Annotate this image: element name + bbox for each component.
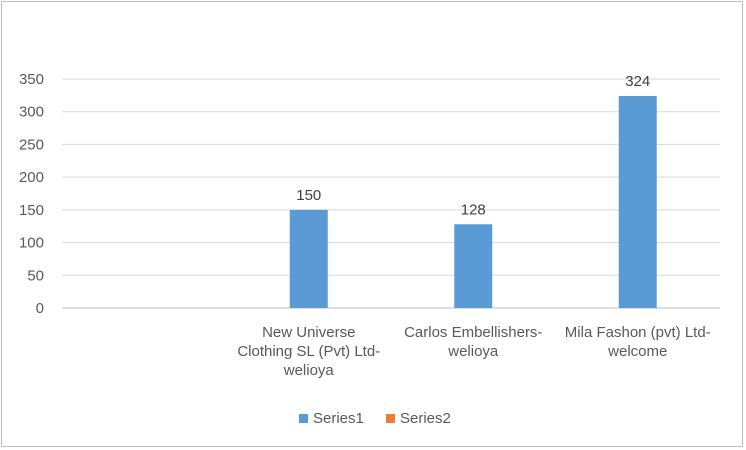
gridlines [62,78,720,309]
bar-series1 [618,96,657,308]
x-tick-label: Mila Fashon (pvt) Ltd-welcome [565,324,711,360]
bar-series1 [289,209,328,308]
y-tick-label: 250 [19,136,44,153]
y-tick-label: 150 [19,202,44,219]
legend-label: Series1 [313,410,364,427]
data-labels: 150 128 324 [296,73,650,218]
data-label: 128 [461,201,486,218]
legend-swatch [386,414,395,423]
bar-series1 [454,224,493,308]
y-tick-label: 100 [19,235,44,252]
x-tick-label: New Universe Clothing SL (Pvt) Ltd-welioy… [237,324,380,379]
y-tick-label: 200 [19,169,44,186]
y-tick-label: 350 [19,71,44,88]
x-tick-label: Carlos Embellishers-welioya [404,324,542,360]
data-label: 324 [625,73,650,90]
legend: Series1 Series2 [299,410,451,427]
y-axis-ticks: 0 50 100 150 200 250 300 350 [19,71,44,317]
legend-swatch [299,414,308,423]
y-tick-label: 0 [36,300,44,317]
data-label: 150 [296,187,321,204]
y-tick-label: 50 [27,267,44,284]
x-axis-tick-labels: New Universe Clothing SL (Pvt) Ltd-welioy… [237,324,711,379]
legend-label: Series2 [400,410,451,427]
y-tick-label: 300 [19,104,44,121]
bars [289,96,657,308]
